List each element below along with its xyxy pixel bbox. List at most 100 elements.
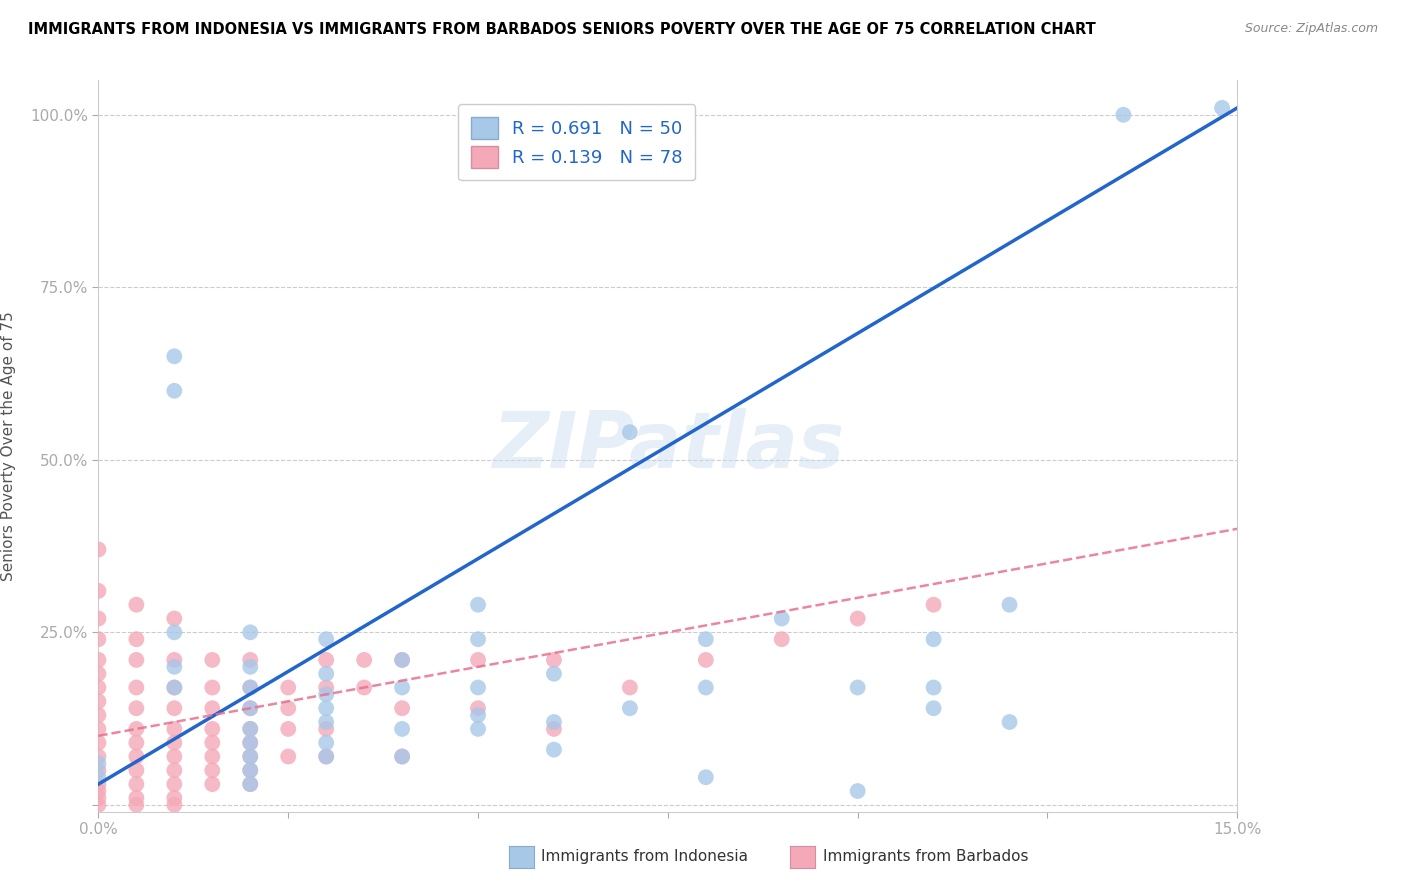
Point [619, 425, 641, 440]
Point [163, 625, 186, 640]
Point [87, 708, 110, 723]
Point [315, 681, 337, 695]
Point [770, 632, 793, 647]
Point [163, 797, 186, 812]
Point [87, 736, 110, 750]
Point [770, 611, 793, 625]
Point [239, 722, 262, 736]
Point [87, 694, 110, 708]
Point [543, 653, 565, 667]
Point [277, 681, 299, 695]
Point [87, 777, 110, 791]
Point [998, 598, 1021, 612]
Point [467, 681, 489, 695]
Point [163, 653, 186, 667]
Point [1112, 108, 1135, 122]
Point [125, 701, 148, 715]
Point [922, 632, 945, 647]
Point [391, 653, 413, 667]
Point [239, 722, 262, 736]
Point [391, 722, 413, 736]
Point [619, 701, 641, 715]
Point [239, 701, 262, 715]
Point [239, 625, 262, 640]
Point [201, 777, 224, 791]
Point [315, 714, 337, 729]
Text: Immigrants from Indonesia: Immigrants from Indonesia [541, 849, 748, 863]
Point [315, 749, 337, 764]
Point [201, 722, 224, 736]
Point [277, 722, 299, 736]
Point [353, 653, 375, 667]
Point [163, 736, 186, 750]
Point [201, 764, 224, 778]
Point [695, 632, 717, 647]
Point [391, 653, 413, 667]
Point [922, 701, 945, 715]
Point [391, 749, 413, 764]
Point [619, 681, 641, 695]
Legend: R = 0.691   N = 50, R = 0.139   N = 78: R = 0.691 N = 50, R = 0.139 N = 78 [458, 104, 696, 180]
Point [277, 701, 299, 715]
Point [467, 653, 489, 667]
Point [239, 764, 262, 778]
Point [239, 749, 262, 764]
Point [695, 770, 717, 784]
Point [163, 764, 186, 778]
Point [125, 749, 148, 764]
Point [163, 611, 186, 625]
Point [695, 681, 717, 695]
Point [87, 791, 110, 805]
Point [315, 736, 337, 750]
Point [543, 714, 565, 729]
Point [543, 742, 565, 756]
Point [467, 722, 489, 736]
Point [239, 736, 262, 750]
Point [239, 749, 262, 764]
Point [239, 764, 262, 778]
Point [922, 681, 945, 695]
Point [353, 681, 375, 695]
Point [239, 681, 262, 695]
Point [391, 681, 413, 695]
Point [87, 722, 110, 736]
Point [125, 777, 148, 791]
Point [315, 749, 337, 764]
Point [201, 736, 224, 750]
Point [239, 777, 262, 791]
Point [239, 736, 262, 750]
Point [315, 701, 337, 715]
Point [163, 722, 186, 736]
Point [125, 764, 148, 778]
Point [467, 708, 489, 723]
Point [239, 653, 262, 667]
Point [163, 384, 186, 398]
Point [87, 681, 110, 695]
Point [125, 791, 148, 805]
Point [87, 666, 110, 681]
Point [125, 598, 148, 612]
Point [315, 653, 337, 667]
Point [87, 770, 110, 784]
Point [201, 749, 224, 764]
Point [163, 701, 186, 715]
Text: Source: ZipAtlas.com: Source: ZipAtlas.com [1244, 22, 1378, 36]
Point [163, 681, 186, 695]
Point [315, 722, 337, 736]
Point [239, 681, 262, 695]
Point [467, 632, 489, 647]
Point [846, 611, 869, 625]
Point [201, 681, 224, 695]
Point [163, 777, 186, 791]
Point [1211, 101, 1233, 115]
Point [543, 666, 565, 681]
Point [87, 611, 110, 625]
Point [998, 714, 1021, 729]
Point [125, 736, 148, 750]
Point [163, 349, 186, 363]
Point [467, 598, 489, 612]
Point [125, 797, 148, 812]
Y-axis label: Seniors Poverty Over the Age of 75: Seniors Poverty Over the Age of 75 [1, 311, 15, 581]
Point [467, 701, 489, 715]
Point [125, 722, 148, 736]
